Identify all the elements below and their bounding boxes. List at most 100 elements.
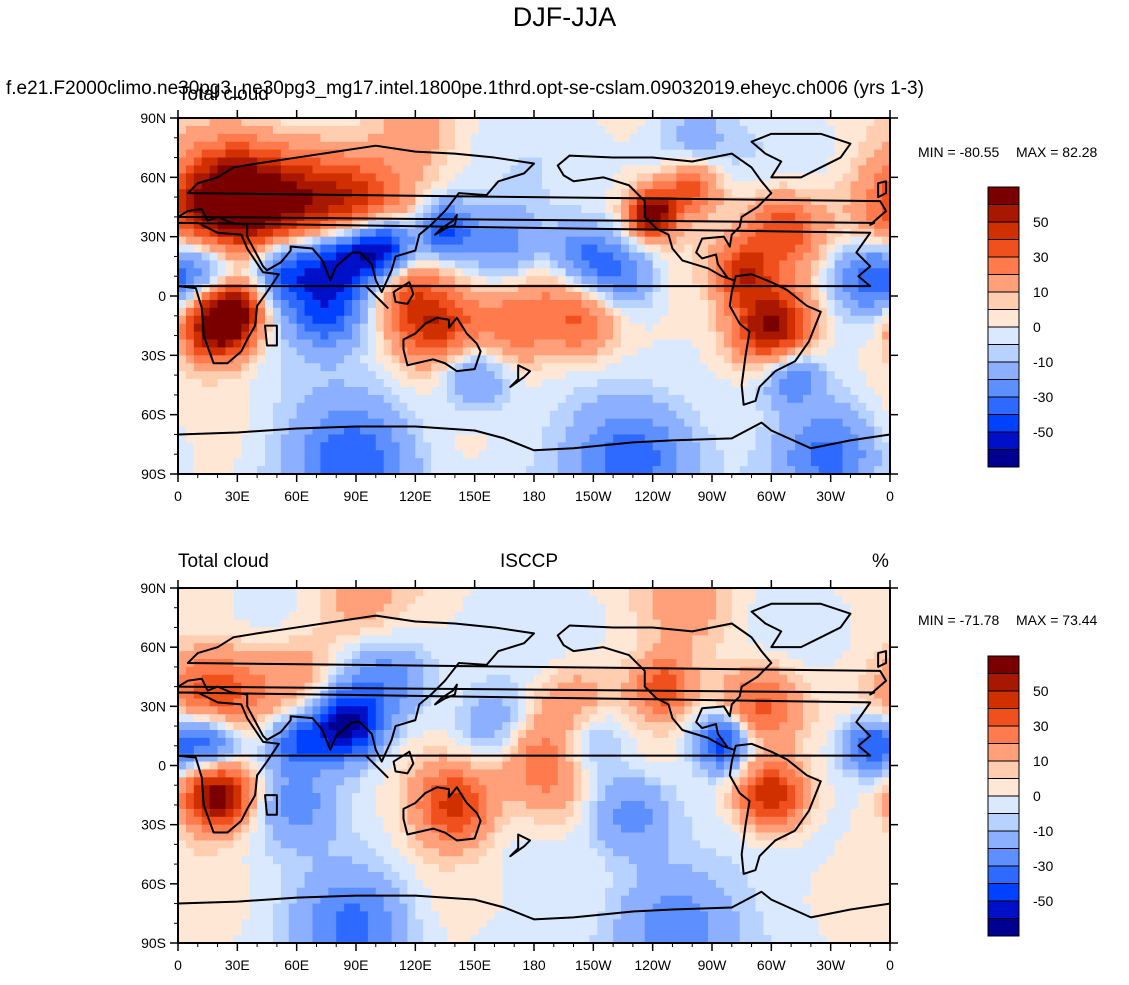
field-cell <box>185 595 195 605</box>
field-cell <box>399 315 409 325</box>
field-cell <box>644 149 654 159</box>
field-cell <box>526 635 535 644</box>
field-cell <box>621 141 630 151</box>
field-cell <box>399 434 409 443</box>
field-cell <box>763 418 772 428</box>
colorbar-swatch <box>987 396 1020 415</box>
field-cell <box>328 299 337 309</box>
field-cell <box>534 125 543 135</box>
colorbar-label: 30 <box>1033 249 1049 265</box>
field-cell <box>621 426 630 436</box>
field-cell <box>462 627 472 636</box>
field-cell <box>510 268 519 277</box>
field-cell <box>352 410 361 420</box>
field-cell <box>502 189 511 198</box>
field-cell <box>660 212 670 222</box>
field-cell <box>779 466 788 474</box>
field-cell <box>605 394 614 404</box>
field-cell <box>549 394 559 404</box>
field-cell <box>233 181 242 190</box>
field-cell <box>660 635 670 644</box>
field-cell <box>565 118 575 127</box>
field-cell <box>344 450 353 459</box>
field-cell <box>375 181 385 190</box>
field-cell <box>518 141 527 151</box>
field-cell <box>265 402 274 412</box>
field-cell <box>739 307 749 317</box>
field-cell <box>304 434 314 443</box>
field-cell <box>818 595 828 605</box>
field-cell <box>446 402 456 412</box>
field-cell <box>668 252 677 261</box>
field-cell <box>581 173 590 182</box>
field-cell <box>526 189 535 198</box>
field-cell <box>494 118 503 127</box>
field-cell <box>692 627 701 636</box>
field-cell <box>446 252 456 261</box>
field-cell <box>708 118 717 127</box>
field-cell <box>399 260 409 269</box>
field-cell <box>462 458 472 467</box>
field-cell <box>359 371 369 380</box>
field-cell <box>312 292 321 301</box>
field-cell <box>565 141 575 151</box>
field-cell <box>272 197 282 206</box>
field-cell <box>589 331 598 341</box>
field-cell <box>700 651 709 660</box>
field-cell <box>209 619 219 629</box>
field-cell <box>747 260 757 269</box>
field-cell <box>850 125 859 135</box>
field-cell <box>739 410 749 420</box>
field-cell <box>636 611 646 621</box>
field-cell <box>399 643 409 652</box>
field-cell <box>565 268 575 277</box>
field-cell <box>359 426 369 436</box>
field-cell <box>660 157 670 167</box>
field-cell <box>320 165 329 174</box>
field-cell <box>439 189 448 198</box>
field-cell <box>739 149 749 159</box>
field-cell <box>312 236 321 246</box>
field-cell <box>225 619 234 629</box>
field-cell <box>628 651 638 660</box>
field-cell <box>518 197 527 206</box>
field-cell <box>613 133 622 143</box>
field-cell <box>557 165 567 174</box>
field-cell <box>660 165 670 174</box>
field-cell <box>795 236 804 246</box>
field-cell <box>660 418 670 428</box>
field-cell <box>818 284 828 293</box>
field-cell <box>573 212 583 222</box>
field-cell <box>375 355 385 364</box>
field-cell <box>700 189 709 198</box>
field-cell <box>296 458 306 467</box>
field-cell <box>193 118 203 127</box>
field-cell <box>668 603 677 613</box>
field-cell <box>795 212 804 222</box>
field-cell <box>866 292 875 301</box>
field-cell <box>518 394 527 404</box>
field-cell <box>304 363 314 372</box>
field-cell <box>573 284 583 293</box>
field-cell <box>423 410 432 420</box>
field-cell <box>462 284 472 293</box>
field-cell <box>589 181 598 190</box>
field-cell <box>589 260 598 269</box>
field-cell <box>257 197 266 206</box>
field-cell <box>304 394 314 404</box>
field-cell <box>257 394 266 404</box>
field-cell <box>265 371 274 380</box>
field-cell <box>676 450 685 459</box>
field-cell <box>367 442 377 451</box>
field-cell <box>502 276 511 285</box>
field-cell <box>787 205 796 214</box>
field-cell <box>834 284 844 293</box>
field-cell <box>241 458 250 467</box>
field-cell <box>217 371 227 380</box>
field-cell <box>391 402 401 412</box>
x-tick-label: 0 <box>886 488 894 504</box>
field-cell <box>304 299 314 309</box>
field-cell <box>795 205 804 214</box>
field-cell <box>257 181 266 190</box>
